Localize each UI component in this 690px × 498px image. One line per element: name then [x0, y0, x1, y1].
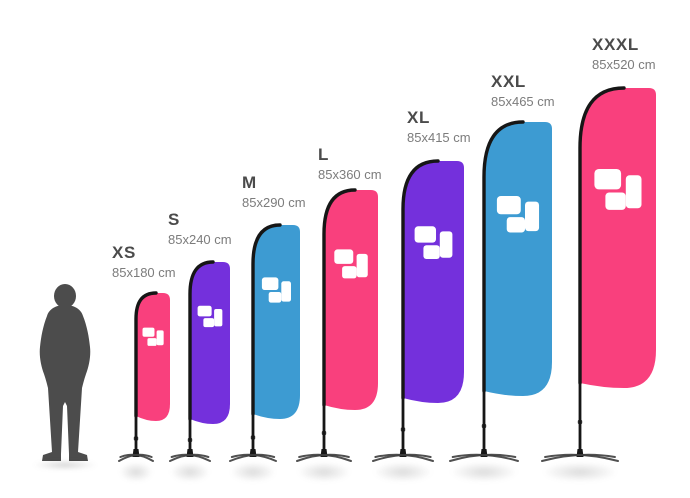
flag-reflection: [542, 462, 618, 482]
flag-pole-joint: [187, 438, 193, 442]
person-silhouette: [39, 284, 91, 461]
flag-dimensions-label: 85x290 cm: [242, 194, 306, 210]
flag-base-leg: [230, 453, 277, 462]
logo-placeholder-icon: [334, 249, 368, 279]
flag-caption: S 85x240 cm: [168, 210, 232, 247]
flag-fabric: [403, 161, 464, 403]
flag-dimensions-label: 85x240 cm: [168, 231, 232, 247]
flag-caption: L 85x360 cm: [318, 145, 382, 182]
flag-reflection: [119, 462, 153, 482]
flag-dimensions-label: 85x415 cm: [407, 129, 471, 145]
flag-pole: [578, 382, 582, 456]
flag-caption: XXXL 85x520 cm: [592, 35, 656, 72]
person-shadow: [32, 460, 98, 470]
logo-placeholder-icon: [261, 277, 291, 303]
flag-size-label: XL: [407, 108, 430, 127]
person-silhouette-shape: [39, 284, 91, 461]
flag-pole-joint: [400, 427, 406, 432]
flag-caption: XXL 85x465 cm: [491, 72, 555, 109]
flag-dimensions-label: 85x520 cm: [592, 56, 656, 72]
flag-reflection: [170, 462, 210, 482]
flag-graphic: [114, 291, 178, 466]
logo-placeholder-icon: [414, 226, 453, 260]
flag-leading-edge: [578, 86, 626, 385]
flag-pole: [401, 397, 405, 456]
flag-leading-edge: [482, 120, 525, 393]
flag-dimensions-label: 85x465 cm: [491, 93, 555, 109]
flag-fabric: [580, 88, 656, 388]
flag-leading-edge: [322, 188, 357, 407]
flag-fabric: [136, 293, 170, 421]
flag-graphic: [445, 120, 560, 466]
flag-graphic: [368, 159, 472, 466]
flag-base-leg: [119, 453, 154, 462]
flag-fabric: [484, 122, 552, 396]
flag-size-label: L: [318, 145, 329, 164]
flag-fabric: [190, 262, 230, 424]
flag-reflection: [230, 462, 276, 482]
logo-placeholder-icon: [594, 169, 642, 210]
flag-size-label: M: [242, 173, 257, 192]
logo-placeholder-icon: [496, 196, 540, 233]
flag-pole-joint: [321, 431, 327, 435]
flag-graphic: [537, 86, 664, 466]
flag-pole-joint: [481, 424, 487, 428]
flag-leading-edge: [251, 223, 282, 416]
flag-pole: [188, 418, 192, 456]
flag-graphic: [292, 188, 386, 466]
flag-base-leg: [544, 453, 619, 462]
flag-dimensions-label: 85x180 cm: [112, 264, 176, 280]
flag-caption: XS 85x180 cm: [112, 243, 176, 280]
flag-fabric: [324, 190, 378, 410]
flag-base-leg: [374, 453, 434, 462]
flag-graphic: [225, 223, 308, 466]
flag-leading-edge: [401, 159, 440, 400]
logo-placeholder-icon: [197, 305, 223, 328]
flag-size-label: XXXL: [592, 35, 639, 54]
flag-dimensions-label: 85x360 cm: [318, 166, 382, 182]
flag-fabric: [253, 225, 300, 419]
flag-pole-joint: [133, 436, 139, 441]
flag-size-label: XS: [112, 243, 136, 262]
logo-placeholder-icon: [142, 327, 164, 346]
flag-size-label: S: [168, 210, 180, 229]
flag-base-leg: [298, 453, 352, 462]
flag-reflection: [373, 462, 433, 482]
flag-size-label: XXL: [491, 72, 526, 91]
flag-caption: M 85x290 cm: [242, 173, 306, 210]
flag-pole: [322, 404, 326, 456]
flag-pole: [482, 390, 486, 456]
flag-leading-edge: [134, 291, 158, 418]
flag-reflection: [297, 462, 351, 482]
flag-leading-edge: [188, 260, 215, 421]
flag-graphic: [165, 260, 238, 466]
flag-pole: [134, 415, 138, 456]
flag-base-leg: [451, 453, 519, 462]
flag-pole: [251, 413, 255, 456]
flag-reflection: [450, 462, 518, 482]
flag-caption: XL 85x415 cm: [407, 108, 471, 145]
flag-pole-joint: [250, 435, 256, 440]
flag-pole-joint: [577, 420, 583, 424]
flag-base-leg: [170, 453, 211, 462]
